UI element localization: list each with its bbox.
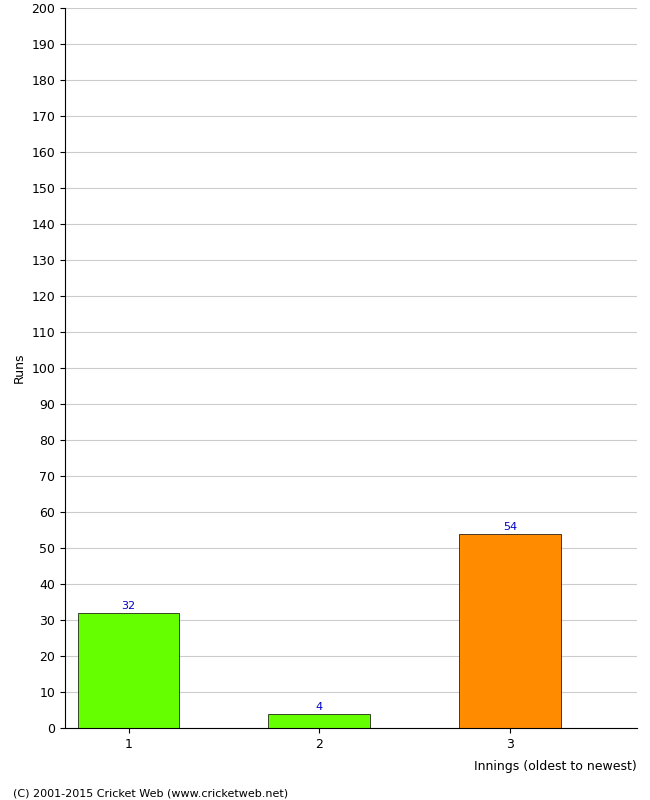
Text: 54: 54: [503, 522, 517, 532]
Text: 4: 4: [316, 702, 323, 712]
Text: Innings (oldest to newest): Innings (oldest to newest): [474, 760, 637, 774]
Bar: [78, 613, 179, 728]
Text: (C) 2001-2015 Cricket Web (www.cricketweb.net): (C) 2001-2015 Cricket Web (www.cricketwe…: [13, 788, 288, 798]
Y-axis label: Runs: Runs: [13, 353, 26, 383]
Bar: [459, 534, 561, 728]
Bar: [268, 714, 370, 728]
Text: 32: 32: [122, 601, 136, 611]
